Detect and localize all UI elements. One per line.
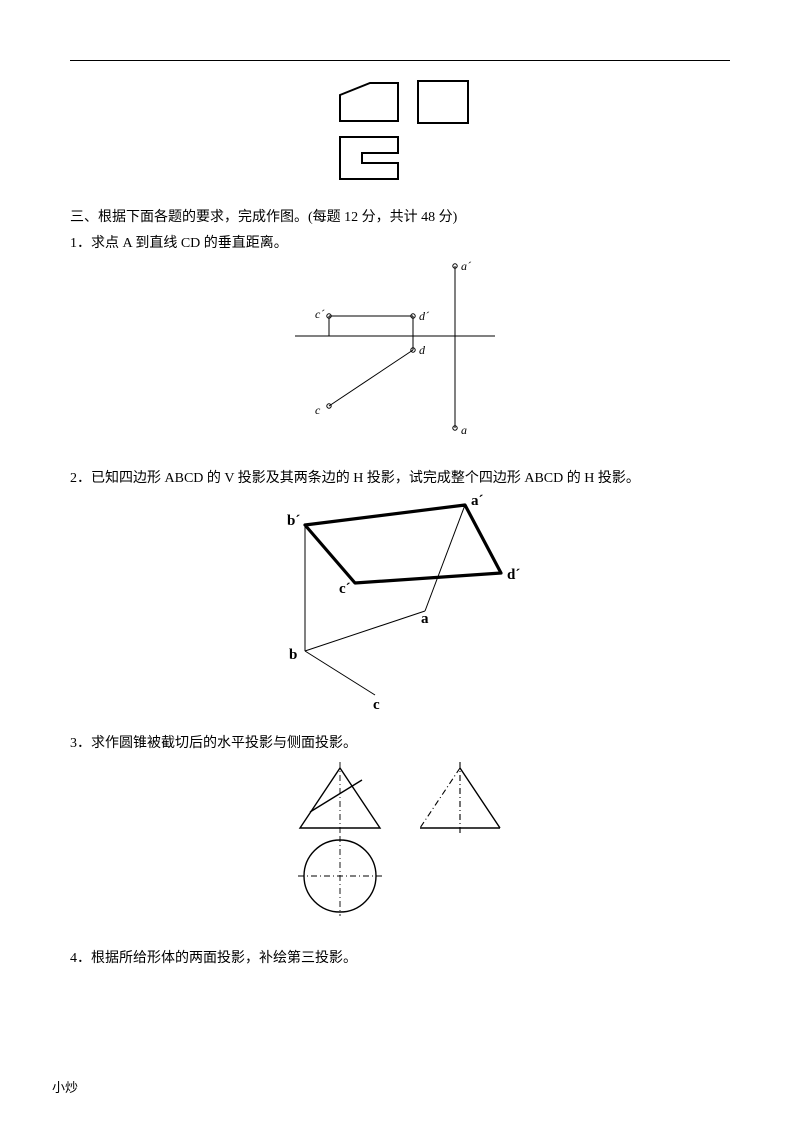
footer-text: 小炒 — [52, 1077, 78, 1096]
label-a-2: a — [421, 611, 429, 627]
label-d-prime-2: d´ — [507, 567, 520, 583]
label-b-prime-2: b´ — [287, 513, 300, 529]
header-rule — [70, 60, 730, 61]
label-d-prime: d´ — [419, 309, 430, 323]
question-1: 1．求点 A 到直线 CD 的垂直距离。 — [70, 232, 730, 252]
label-c-2: c — [373, 697, 380, 713]
question-2: 2．已知四边形 ABCD 的 V 投影及其两条边的 H 投影，试完成整个四边形 … — [70, 467, 730, 487]
label-c-prime-2: c´ — [339, 581, 351, 597]
label-c: c — [315, 403, 321, 417]
figure-q3 — [70, 758, 730, 933]
figure-top — [70, 75, 730, 200]
label-a: a — [461, 423, 467, 437]
question-3: 3．求作圆锥被截切后的水平投影与侧面投影。 — [70, 732, 730, 752]
label-b-2: b — [289, 647, 297, 663]
section-title: 三、根据下面各题的要求，完成作图。(每题 12 分，共计 48 分) — [70, 206, 730, 226]
label-a-prime: a´ — [461, 259, 472, 273]
question-4: 4．根据所给形体的两面投影，补绘第三投影。 — [70, 947, 730, 967]
label-d: d — [419, 343, 426, 357]
figure-q1: a´ c´ d´ d c a — [70, 258, 730, 453]
figure-q2: a´ b´ c´ d´ a b c — [70, 493, 730, 718]
label-a-prime-2: a´ — [471, 493, 484, 509]
label-c-prime: c´ — [315, 307, 325, 321]
